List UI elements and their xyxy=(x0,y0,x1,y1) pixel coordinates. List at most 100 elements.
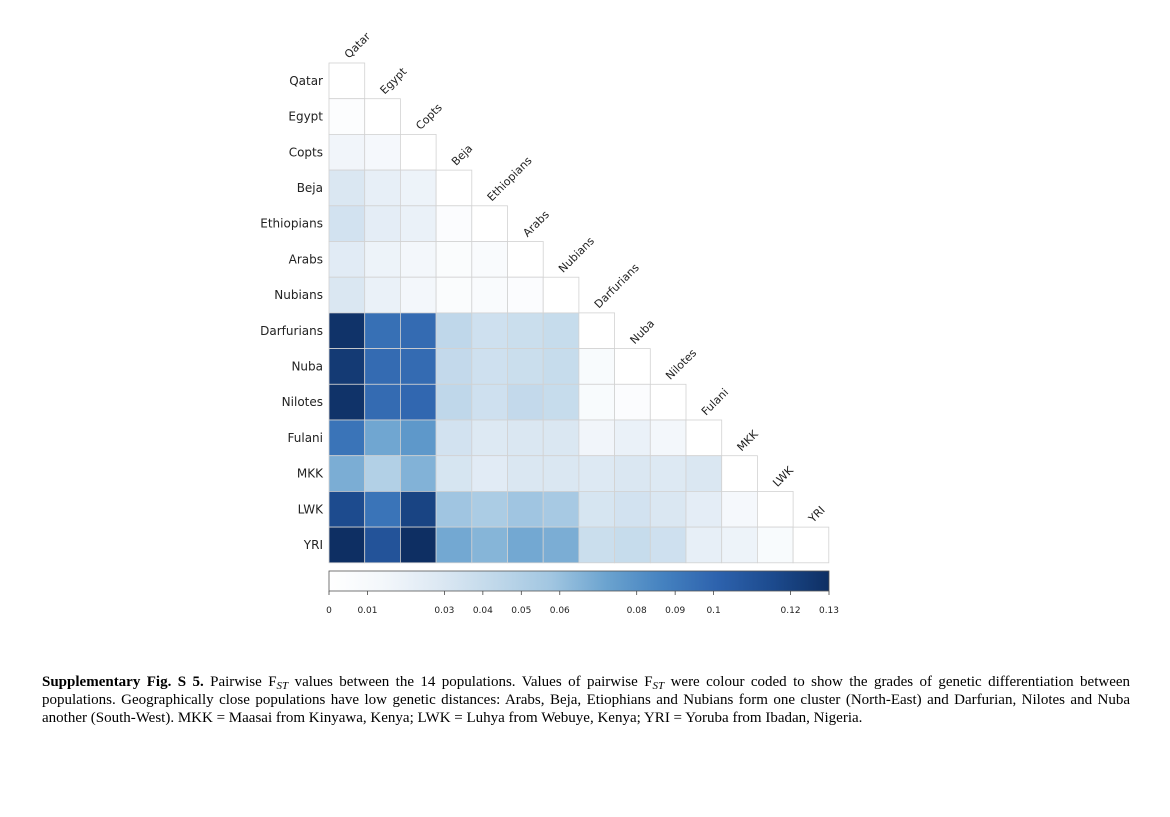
heatmap-cell-lwk-nuba xyxy=(614,490,651,528)
heatmap-cell-fulani-nilotes xyxy=(649,419,687,457)
caption-text-2: values between the 14 populations. Value… xyxy=(288,674,653,690)
fst-heatmap: QatarEgyptCoptsBejaEthiopiansArabsNubian… xyxy=(260,30,839,616)
heatmap-cell-beja-copts xyxy=(399,169,437,207)
heatmap-cell-nilotes-darfurians xyxy=(578,383,616,421)
heatmap-cell-darfurians-beja xyxy=(435,312,473,349)
col-label-arabs: Arabs xyxy=(520,208,552,240)
colorbar-tick-label: 0.13 xyxy=(819,606,839,616)
colorbar-tick-label: 0 xyxy=(326,606,332,616)
heatmap-cell-fulani-ethiopians xyxy=(471,419,508,457)
heatmap-cell-arabs-ethiopians xyxy=(471,241,508,278)
caption-text-3: were colour coded to show the grades of … xyxy=(42,674,1131,726)
heatmap-cell-mkk-mkk xyxy=(721,455,758,492)
heatmap-cell-fulani-qatar xyxy=(328,419,366,457)
heatmap-cell-lwk-arabs xyxy=(507,490,544,528)
caption-subscript-1: ST xyxy=(276,680,289,692)
heatmap-cell-nilotes-nuba xyxy=(614,383,651,421)
colorbar-tick-label: 0.09 xyxy=(665,606,685,616)
heatmap-cell-mkk-copts xyxy=(399,455,437,492)
heatmap-cell-lwk-qatar xyxy=(328,490,366,528)
colorbar-tick-label: 0.12 xyxy=(781,606,801,616)
row-label-nilotes: Nilotes xyxy=(282,395,323,409)
col-label-mkk: MKK xyxy=(735,427,762,454)
heatmap-cell-yri-nuba xyxy=(614,526,651,564)
heatmap-cell-mkk-qatar xyxy=(328,455,366,492)
col-label-darfurians: Darfurians xyxy=(592,261,642,311)
colorbar xyxy=(328,570,830,592)
heatmap-cell-mkk-arabs xyxy=(507,455,544,492)
heatmap-cell-ethiopians-egypt xyxy=(364,205,401,242)
heatmap-cell-qatar-qatar xyxy=(328,62,366,100)
heatmap-cell-mkk-egypt xyxy=(364,455,401,492)
heatmap-cell-beja-egypt xyxy=(364,169,401,207)
heatmap-cell-fulani-fulani xyxy=(685,419,723,457)
heatmap-cell-copts-qatar xyxy=(328,133,366,171)
heatmap-cell-nubians-arabs xyxy=(507,276,544,314)
caption-label: Supplementary Fig. S 5. xyxy=(42,674,204,690)
heatmap-cell-yri-nubians xyxy=(542,526,580,564)
colorbar-tick-label: 0.03 xyxy=(434,606,454,616)
col-label-nuba: Nuba xyxy=(628,317,658,347)
heatmap-cell-yri-ethiopians xyxy=(471,526,508,564)
row-label-darfurians: Darfurians xyxy=(260,324,323,338)
heatmap-cell-arabs-copts xyxy=(399,241,437,278)
row-label-yri: YRI xyxy=(303,538,323,552)
heatmap-cell-ethiopians-beja xyxy=(435,205,473,242)
heatmap-cell-fulani-egypt xyxy=(364,419,401,457)
heatmap-cell-lwk-egypt xyxy=(364,490,401,528)
heatmap-cell-fulani-nubians xyxy=(542,419,580,457)
heatmap-cell-lwk-copts xyxy=(399,490,437,528)
heatmap-cell-nilotes-nilotes xyxy=(649,383,687,421)
heatmap-cell-yri-qatar xyxy=(328,526,366,564)
heatmap-cell-yri-copts xyxy=(399,526,437,564)
row-label-qatar: Qatar xyxy=(289,74,323,88)
heatmap-cell-lwk-darfurians xyxy=(578,490,616,528)
heatmap-cell-yri-arabs xyxy=(507,526,544,564)
heatmap-cell-beja-beja xyxy=(435,169,473,207)
heatmap-cell-lwk-fulani xyxy=(685,490,723,528)
figure: Qatar Egypt Copts Beja Ethiopians Arabs Nubian… xyxy=(260,30,839,616)
heatmap-cell-yri-lwk xyxy=(757,526,794,564)
row-label-ethiopians: Ethiopians xyxy=(260,217,323,231)
heatmap-cell-fulani-arabs xyxy=(507,419,544,457)
heatmap-cell-darfurians-ethiopians xyxy=(471,312,508,349)
heatmap-cell-mkk-ethiopians xyxy=(471,455,508,492)
figure-caption: Supplementary Fig. S 5. Pairwise FST val… xyxy=(42,673,1130,727)
heatmap-cell-nilotes-ethiopians xyxy=(471,383,508,421)
heatmap-cell-nilotes-copts xyxy=(399,383,437,421)
heatmap-cell-ethiopians-ethiopians xyxy=(471,205,508,242)
heatmap-cell-nuba-egypt xyxy=(364,348,401,385)
heatmap-cell-lwk-nilotes xyxy=(649,490,687,528)
heatmap-cell-lwk-mkk xyxy=(721,490,758,528)
heatmap-cell-nilotes-egypt xyxy=(364,383,401,421)
heatmap-cell-ethiopians-copts xyxy=(399,205,437,242)
caption-text-1: Pairwise F xyxy=(203,674,277,690)
heatmap-cell-nubians-copts xyxy=(399,276,437,314)
heatmap-cell-nubians-egypt xyxy=(364,276,401,314)
row-label-copts: Copts xyxy=(289,145,323,159)
heatmap-cell-nubians-nubians xyxy=(542,276,580,314)
heatmap-cell-beja-qatar xyxy=(328,169,366,207)
heatmap-cell-yri-mkk xyxy=(721,526,758,564)
col-label-ethiopians: Ethiopians xyxy=(485,154,535,204)
heatmap-cell-arabs-qatar xyxy=(328,241,366,278)
heatmap-cell-mkk-nilotes xyxy=(649,455,687,492)
heatmap-cell-copts-copts xyxy=(399,133,437,171)
colorbar-tick-label: 0.06 xyxy=(550,606,570,616)
heatmap-cell-nuba-beja xyxy=(435,348,473,385)
heatmap-cell-yri-egypt xyxy=(364,526,401,564)
heatmap-cell-nubians-qatar xyxy=(328,276,366,314)
heatmap-cell-arabs-beja xyxy=(435,241,473,278)
heatmap-cell-yri-beja xyxy=(435,526,473,564)
heatmap-cell-lwk-beja xyxy=(435,490,473,528)
heatmap-cell-arabs-egypt xyxy=(364,241,401,278)
row-label-egypt: Egypt xyxy=(288,110,323,124)
heatmap-cell-nilotes-qatar xyxy=(328,383,366,421)
heatmap-cell-yri-nilotes xyxy=(649,526,687,564)
col-label-nubians: Nubians xyxy=(556,234,597,275)
heatmap-cell-egypt-qatar xyxy=(328,98,366,135)
heatmap-cell-nuba-nubians xyxy=(542,348,580,385)
heatmap-cell-nilotes-beja xyxy=(435,383,473,421)
col-label-qatar: Qatar xyxy=(342,30,373,61)
col-label-fulani: Fulani xyxy=(699,386,731,418)
